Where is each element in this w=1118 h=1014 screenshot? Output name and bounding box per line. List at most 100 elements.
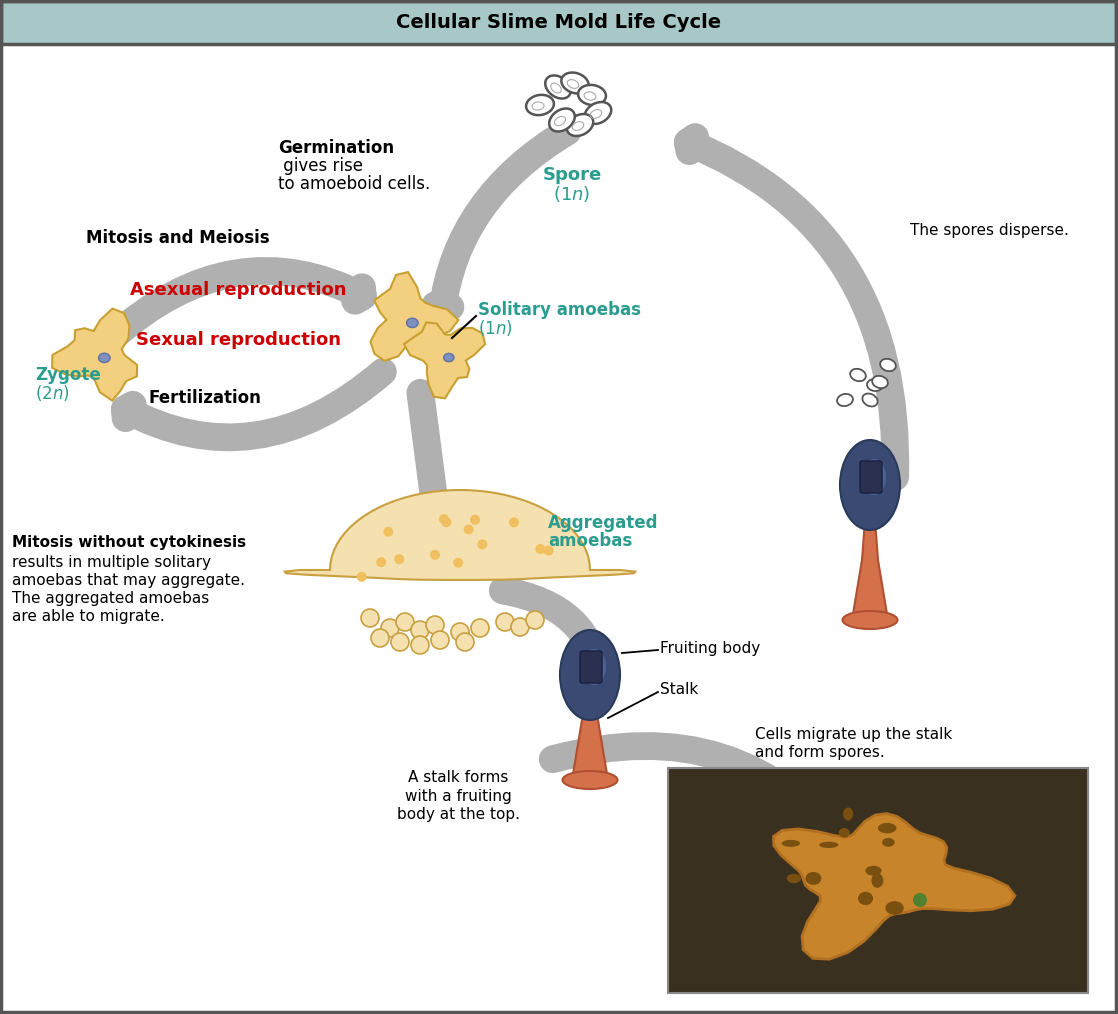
Text: Solitary amoebas: Solitary amoebas: [479, 301, 641, 319]
Ellipse shape: [882, 838, 894, 847]
Circle shape: [411, 636, 429, 654]
Circle shape: [391, 633, 409, 651]
Text: Mitosis without cytokinesis: Mitosis without cytokinesis: [12, 535, 246, 551]
Circle shape: [536, 545, 546, 554]
Text: Fertilization: Fertilization: [149, 389, 262, 407]
Circle shape: [509, 517, 519, 527]
Circle shape: [470, 515, 480, 525]
Circle shape: [453, 558, 463, 568]
Text: Cellular Slime Mold Life Cycle: Cellular Slime Mold Life Cycle: [397, 12, 721, 31]
Ellipse shape: [781, 840, 800, 847]
Ellipse shape: [561, 73, 589, 93]
Ellipse shape: [567, 114, 594, 136]
Circle shape: [426, 615, 444, 634]
Ellipse shape: [837, 393, 853, 406]
Ellipse shape: [850, 369, 865, 381]
Ellipse shape: [546, 75, 571, 98]
FancyBboxPatch shape: [667, 768, 1088, 993]
Ellipse shape: [527, 95, 553, 116]
Circle shape: [464, 524, 474, 534]
Polygon shape: [774, 813, 1015, 959]
Text: The aggregated amoebas: The aggregated amoebas: [12, 590, 209, 605]
Text: (2$n$): (2$n$): [35, 383, 69, 403]
Ellipse shape: [865, 866, 882, 876]
Ellipse shape: [843, 611, 898, 629]
Circle shape: [383, 527, 394, 536]
Text: The spores disperse.: The spores disperse.: [910, 222, 1069, 237]
Circle shape: [357, 572, 367, 582]
Circle shape: [395, 555, 405, 564]
Polygon shape: [572, 710, 608, 780]
Text: are able to migrate.: are able to migrate.: [12, 608, 164, 624]
Circle shape: [439, 514, 449, 524]
Text: Sexual reproduction: Sexual reproduction: [135, 331, 341, 349]
Text: Germination: Germination: [278, 139, 395, 157]
Ellipse shape: [851, 507, 889, 523]
Ellipse shape: [562, 771, 617, 789]
Text: Fruiting body: Fruiting body: [660, 641, 760, 655]
Polygon shape: [285, 490, 635, 580]
Circle shape: [525, 611, 544, 629]
Circle shape: [432, 631, 449, 649]
Circle shape: [430, 550, 440, 560]
Circle shape: [381, 619, 399, 637]
Text: Asexual reproduction: Asexual reproduction: [130, 281, 347, 299]
Circle shape: [396, 613, 414, 631]
Text: Mitosis and Meiosis: Mitosis and Meiosis: [86, 229, 269, 247]
Text: Zygote: Zygote: [35, 366, 101, 384]
Ellipse shape: [880, 359, 896, 371]
Ellipse shape: [578, 85, 606, 105]
Ellipse shape: [840, 440, 900, 530]
Ellipse shape: [571, 697, 609, 713]
Ellipse shape: [862, 393, 878, 407]
FancyBboxPatch shape: [860, 461, 882, 493]
Ellipse shape: [444, 354, 454, 362]
Text: with a fruiting: with a fruiting: [405, 789, 511, 803]
Polygon shape: [852, 520, 888, 620]
Ellipse shape: [868, 379, 883, 391]
Polygon shape: [53, 308, 138, 401]
FancyBboxPatch shape: [1, 1, 1116, 44]
Circle shape: [371, 629, 389, 647]
Circle shape: [496, 613, 514, 631]
Ellipse shape: [843, 807, 853, 820]
Ellipse shape: [858, 891, 873, 906]
Text: to amoeboid cells.: to amoeboid cells.: [278, 175, 430, 193]
Ellipse shape: [885, 901, 903, 915]
Ellipse shape: [98, 353, 110, 363]
Text: Spore: Spore: [542, 166, 601, 184]
Circle shape: [442, 517, 452, 527]
Circle shape: [471, 619, 489, 637]
Ellipse shape: [838, 828, 850, 838]
Ellipse shape: [805, 872, 822, 885]
Ellipse shape: [560, 630, 620, 720]
Text: Stalk: Stalk: [660, 682, 699, 698]
Circle shape: [377, 557, 386, 567]
Text: (1$n$): (1$n$): [553, 184, 590, 204]
Circle shape: [361, 609, 379, 627]
Text: body at the top.: body at the top.: [397, 806, 520, 821]
Text: Cells migrate up the stalk: Cells migrate up the stalk: [755, 727, 953, 742]
Ellipse shape: [819, 842, 838, 848]
Ellipse shape: [878, 823, 897, 834]
Circle shape: [543, 546, 553, 556]
Circle shape: [913, 893, 927, 907]
Text: gives rise: gives rise: [278, 157, 363, 175]
Circle shape: [451, 623, 468, 641]
Circle shape: [411, 621, 429, 639]
Circle shape: [477, 539, 487, 550]
Circle shape: [511, 618, 529, 636]
Circle shape: [456, 633, 474, 651]
Polygon shape: [370, 272, 458, 361]
Ellipse shape: [407, 318, 418, 328]
Text: (1$n$): (1$n$): [479, 318, 513, 338]
Ellipse shape: [549, 108, 575, 132]
Ellipse shape: [862, 459, 885, 495]
Ellipse shape: [872, 376, 888, 388]
Text: amoebas that may aggregate.: amoebas that may aggregate.: [12, 573, 245, 587]
Text: amoebas: amoebas: [548, 532, 633, 550]
Ellipse shape: [871, 873, 883, 888]
Text: A stalk forms: A stalk forms: [408, 771, 509, 786]
Ellipse shape: [787, 874, 802, 883]
Text: and form spores.: and form spores.: [755, 745, 884, 760]
